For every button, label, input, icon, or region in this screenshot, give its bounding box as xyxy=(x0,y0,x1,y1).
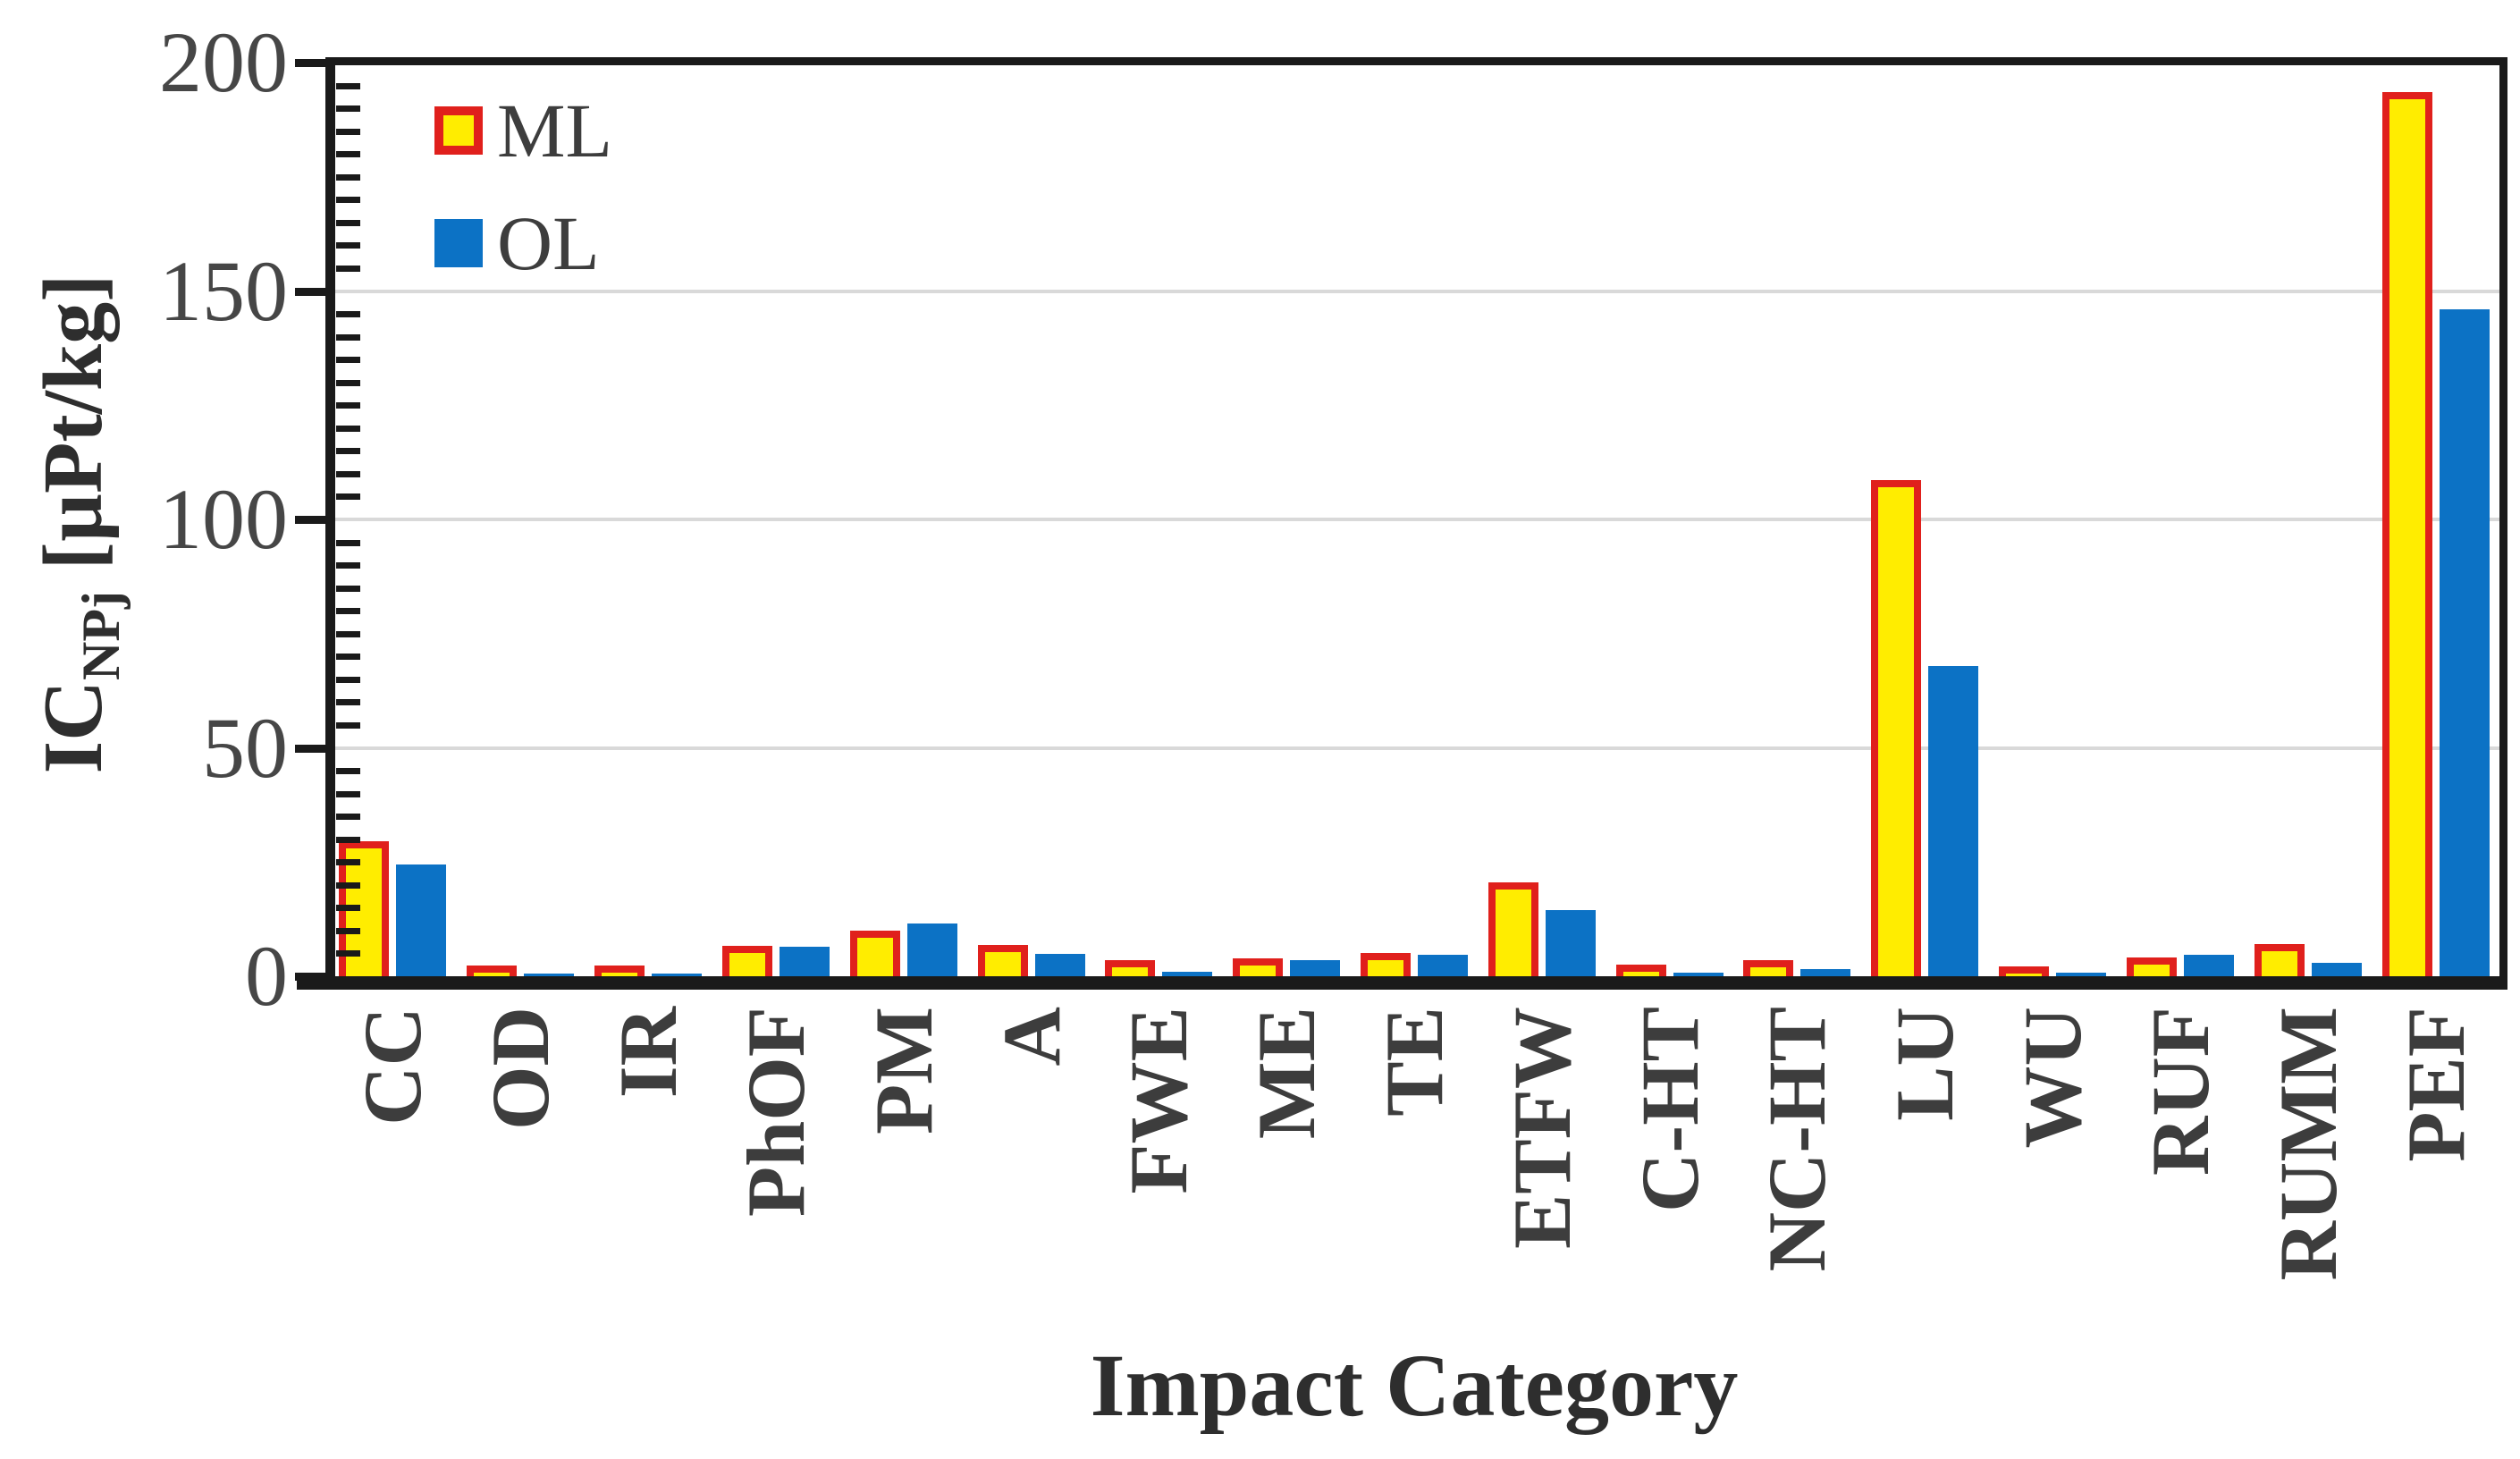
y-minor-tick-145 xyxy=(336,311,360,318)
y-minor-tick-65 xyxy=(336,676,360,683)
legend-swatch-ml-icon xyxy=(434,106,483,155)
y-major-tick-50 xyxy=(295,744,335,753)
y-minor-tick-190 xyxy=(336,105,360,113)
y-minor-tick-60 xyxy=(336,699,360,706)
y-minor-tick-15 xyxy=(336,905,360,912)
y-minor-tick-80 xyxy=(336,608,360,615)
x-tick-label-PEF: PEF xyxy=(2389,1007,2482,1162)
y-minor-tick-115 xyxy=(336,448,360,455)
y-minor-tick-20 xyxy=(336,881,360,889)
y-tick-label-0: 0 xyxy=(245,928,288,1024)
y-minor-tick-110 xyxy=(336,470,360,477)
gridline-150 xyxy=(335,289,2499,293)
y-tick-label-50: 50 xyxy=(202,699,288,796)
y-minor-tick-120 xyxy=(336,425,360,432)
y-axis-title-unit: [µPt/kg] xyxy=(27,274,120,591)
x-tick-label-NC-HT: NC-HT xyxy=(1751,1007,1843,1272)
y-minor-tick-160 xyxy=(336,242,360,249)
y-tick-label-100: 100 xyxy=(159,471,288,567)
y-minor-tick-95 xyxy=(336,539,360,546)
y-minor-tick-155 xyxy=(336,265,360,272)
x-tick-label-ETFW: ETFW xyxy=(1496,1007,1588,1249)
x-tick-label-PM: PM xyxy=(857,1007,949,1135)
x-axis-title: Impact Category xyxy=(1090,1336,1739,1435)
y-minor-tick-25 xyxy=(336,859,360,866)
legend-label-ml: ML xyxy=(497,88,612,173)
gridline-100 xyxy=(335,518,2499,521)
y-minor-tick-185 xyxy=(336,128,360,135)
y-tick-label-200: 200 xyxy=(159,14,288,110)
plot-right-border xyxy=(2499,57,2507,990)
y-minor-tick-180 xyxy=(336,151,360,158)
y-major-tick-100 xyxy=(295,516,335,524)
y-minor-tick-140 xyxy=(336,333,360,341)
y-major-tick-200 xyxy=(295,59,335,67)
legend-item-ml: ML xyxy=(434,88,612,173)
y-minor-tick-70 xyxy=(336,654,360,661)
y-minor-tick-35 xyxy=(336,814,360,821)
y-minor-tick-40 xyxy=(336,790,360,797)
bar-ml-ETFW xyxy=(1488,881,1538,983)
y-major-tick-0 xyxy=(295,973,335,981)
y-minor-tick-75 xyxy=(336,630,360,637)
bar-ol-ETFW xyxy=(1545,909,1596,982)
legend: ML OL xyxy=(434,88,612,286)
y-minor-tick-45 xyxy=(336,768,360,775)
y-minor-tick-195 xyxy=(336,82,360,89)
bar-ol-PhOF xyxy=(779,946,830,982)
y-minor-tick-10 xyxy=(336,927,360,934)
x-tick-label-LU: LU xyxy=(1879,1007,1971,1121)
x-tick-label-PhOF: PhOF xyxy=(729,1007,822,1218)
legend-swatch-ol-icon xyxy=(434,219,483,267)
x-tick-label-C-HT: C-HT xyxy=(1623,1007,1715,1212)
y-minor-tick-55 xyxy=(336,721,360,729)
bar-ol-LU xyxy=(1928,665,1979,982)
y-minor-tick-85 xyxy=(336,585,360,592)
bar-ol-PEF xyxy=(2439,308,2490,982)
y-minor-tick-90 xyxy=(336,562,360,569)
legend-label-ol: OL xyxy=(497,200,600,286)
y-minor-tick-125 xyxy=(336,402,360,409)
x-tick-label-RUMM: RUMM xyxy=(2262,1007,2354,1281)
bar-ml-LU xyxy=(1871,480,1922,983)
x-tick-label-RUF: RUF xyxy=(2134,1007,2226,1176)
y-axis-title-prefix: IC xyxy=(27,679,120,774)
x-tick-label-FWE: FWE xyxy=(1113,1007,1205,1194)
y-minor-tick-175 xyxy=(336,173,360,181)
y-axis-title: ICNPj [µPt/kg] xyxy=(25,274,132,774)
gridline-50 xyxy=(335,746,2499,750)
bar-ol-PM xyxy=(906,923,957,982)
x-tick-label-ME: ME xyxy=(1241,1007,1333,1140)
x-tick-label-CC: CC xyxy=(347,1007,439,1126)
y-minor-tick-170 xyxy=(336,197,360,204)
y-tick-label-150: 150 xyxy=(159,242,288,339)
x-tick-label-WU: WU xyxy=(2007,1007,2099,1149)
x-tick-label-IR: IR xyxy=(603,1007,695,1099)
x-axis-line xyxy=(297,976,2507,990)
y-minor-tick-5 xyxy=(336,950,360,957)
x-tick-label-TE: TE xyxy=(1369,1007,1460,1117)
bar-ml-PEF xyxy=(2381,91,2432,983)
x-tick-label-A: A xyxy=(985,1007,1077,1067)
y-axis-title-subscript: NPj xyxy=(71,590,131,680)
plot-top-border xyxy=(325,57,2507,65)
y-minor-tick-30 xyxy=(336,836,360,843)
y-minor-tick-130 xyxy=(336,379,360,386)
bar-ol-CC xyxy=(396,864,447,982)
y-minor-tick-135 xyxy=(336,357,360,364)
y-major-tick-150 xyxy=(295,287,335,296)
y-minor-tick-165 xyxy=(336,219,360,226)
legend-item-ol: OL xyxy=(434,200,612,286)
y-minor-tick-105 xyxy=(336,493,360,501)
x-tick-label-OD: OD xyxy=(475,1007,567,1130)
